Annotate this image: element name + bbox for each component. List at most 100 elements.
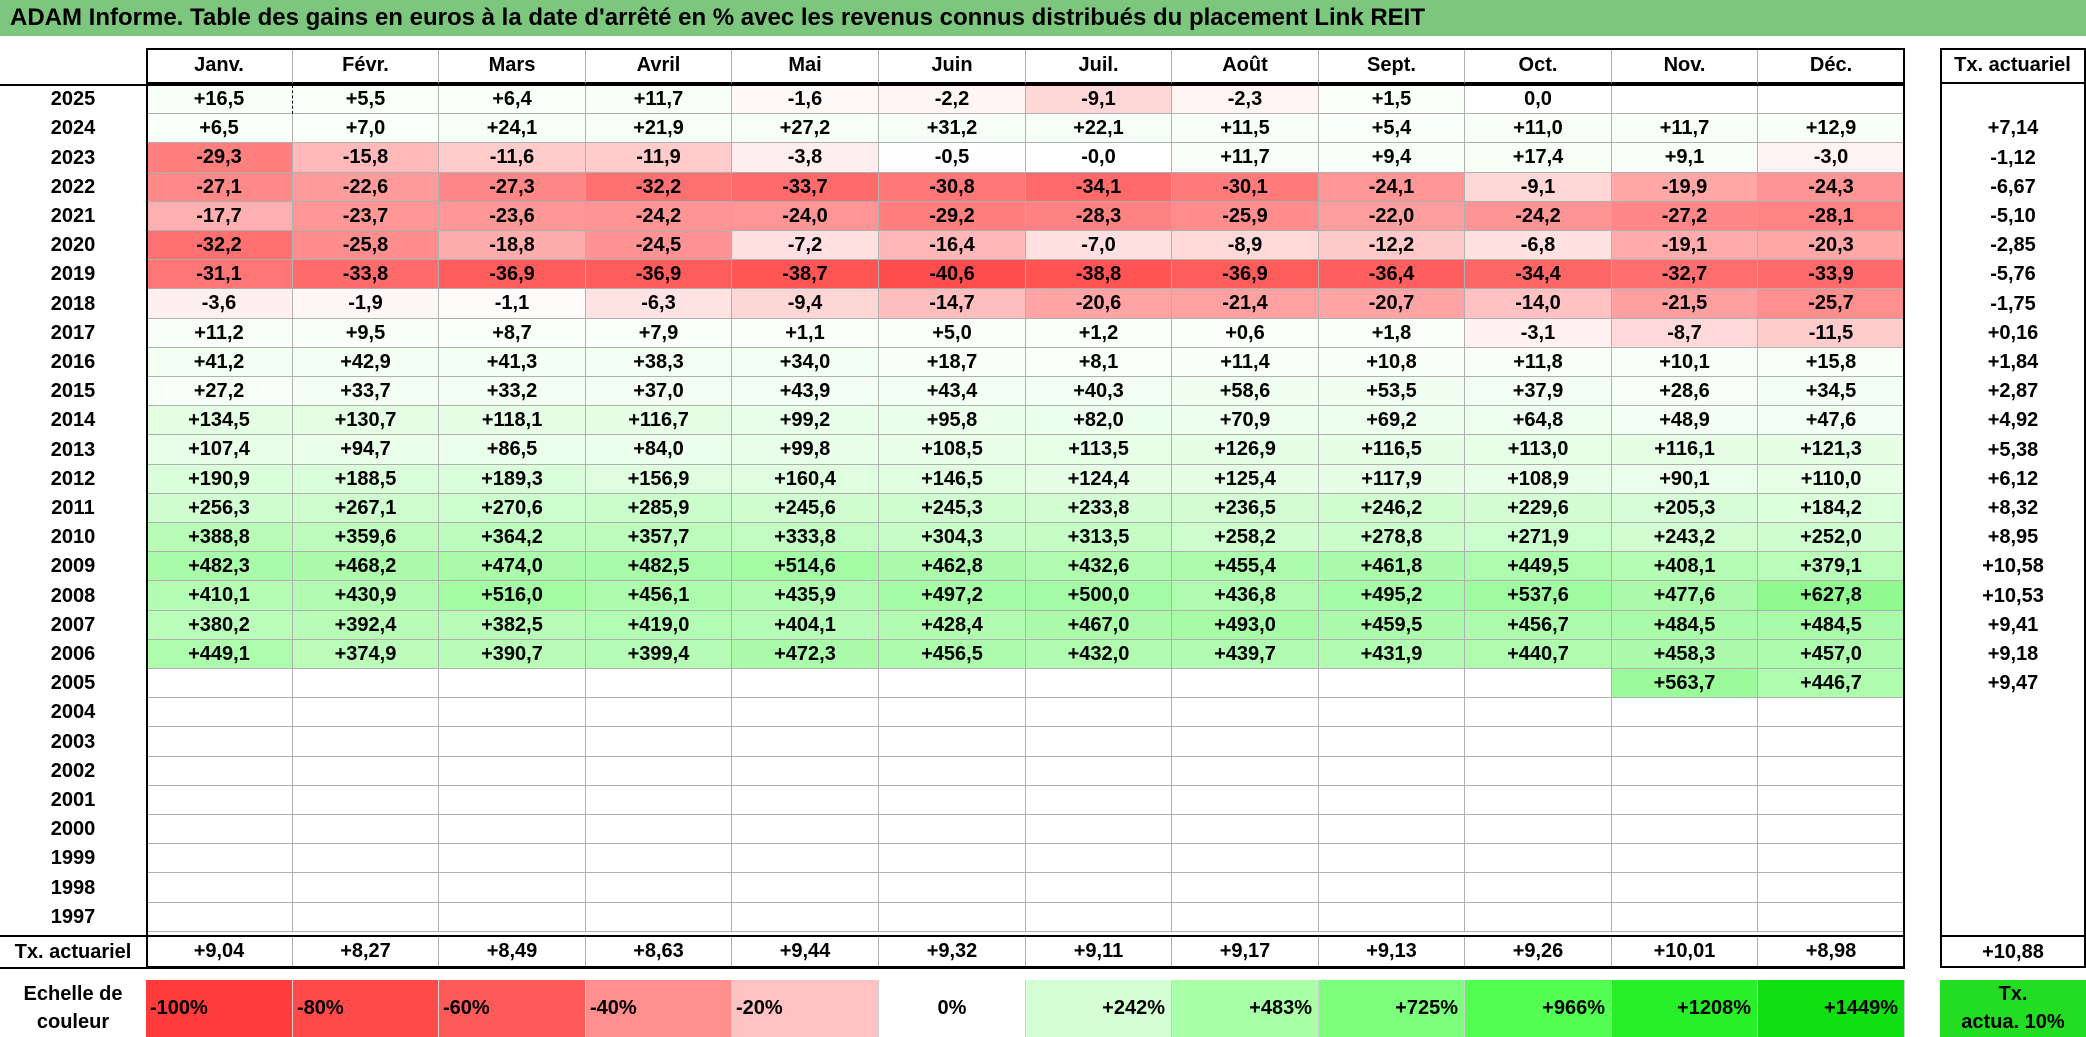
heatmap-cell: -32,2 [586,173,732,202]
heatmap-cell [1465,757,1612,786]
heatmap-cell: -33,8 [293,260,439,289]
heatmap-cell: +461,8 [1319,552,1465,581]
tx-actuariel-value: +10,53 [1982,584,2044,607]
heatmap-cell [293,903,439,932]
heatmap-cell: +34,5 [1758,377,1905,406]
heatmap-cell: +1,1 [732,319,879,348]
heatmap-cell: -1,9 [293,289,439,319]
heatmap-cell [1319,873,1465,903]
color-scale-swatch: +725% [1319,980,1465,1037]
heatmap-cell: +271,9 [1465,523,1612,552]
year-label: 1998 [50,876,96,899]
heatmap-cell: -14,0 [1465,289,1612,319]
color-scale-swatch: -80% [293,980,439,1037]
heatmap-cell: +117,9 [1319,465,1465,494]
heatmap-cell: +430,9 [293,581,439,611]
footer-label: Tx. actuariel [14,940,132,963]
heatmap-cell: +126,9 [1172,435,1319,465]
heatmap-cell [1465,844,1612,873]
heatmap-cell: -1,1 [439,289,586,319]
heatmap-cell: +18,7 [879,348,1026,377]
heatmap-cell [1172,786,1319,815]
heatmap-cell [1758,844,1905,873]
heatmap-cell: -11,9 [586,143,732,173]
year-label: 2005 [50,672,96,694]
heatmap-cell [146,727,293,757]
heatmap-cell: +472,3 [732,640,879,669]
heatmap-cell: +236,5 [1172,494,1319,523]
heatmap-cell: -8,7 [1612,319,1758,348]
heatmap-cell: +95,8 [879,406,1026,435]
year-label: 2007 [50,614,96,636]
heatmap-cell: +495,2 [1319,581,1465,611]
heatmap-cell [1465,903,1612,932]
heatmap-cell [1319,727,1465,757]
heatmap-cell [146,669,293,698]
heatmap-cell [586,757,732,786]
heatmap-cell: +47,6 [1758,406,1905,435]
tx-actuariel-value: +6,12 [1987,468,2039,490]
tx-scale-swatch: Tx. actua. 10% [1940,980,2086,1037]
tx-actuariel-value: +8,32 [1987,497,2039,519]
footer-cell: +8,49 [439,936,586,968]
heatmap-cell: -25,9 [1172,202,1319,231]
heatmap-cell [293,844,439,873]
heatmap-cell: +304,3 [879,523,1026,552]
heatmap-cell: -2,2 [879,85,1026,114]
heatmap-cell [1026,757,1172,786]
footer-cell: +9,13 [1319,936,1465,968]
heatmap-cell [1612,727,1758,757]
heatmap-cell [1758,85,1905,114]
footer-cell: +9,26 [1465,936,1612,968]
heatmap-cell: +37,9 [1465,377,1612,406]
heatmap-cell: +107,4 [146,435,293,465]
heatmap-cell: -20,3 [1758,231,1905,260]
heatmap-cell: -1,6 [732,85,879,114]
year-label: 2022 [50,176,96,198]
year-label: 2013 [50,438,96,461]
footer-cell: +9,17 [1172,936,1319,968]
month-header: Juin [879,48,1026,84]
heatmap-cell: +31,2 [879,114,1026,143]
heatmap-cell [146,903,293,932]
heatmap-cell: -9,4 [732,289,879,319]
heatmap-cell: +7,9 [586,319,732,348]
heatmap-cell: +440,7 [1465,640,1612,669]
heatmap-cell [1758,873,1905,903]
heatmap-cell: -11,5 [1758,319,1905,348]
heatmap-cell [1172,873,1319,903]
heatmap-cell: +243,2 [1612,523,1758,552]
footer-cell: +8,98 [1758,936,1905,968]
heatmap-cell: +468,2 [293,552,439,581]
heatmap-cell: +1,8 [1319,319,1465,348]
heatmap-cell: -23,6 [439,202,586,231]
heatmap-cell: -9,1 [1465,173,1612,202]
heatmap-cell [1612,786,1758,815]
heatmap-cell: -34,4 [1465,260,1612,289]
heatmap-cell: +516,0 [439,581,586,611]
heatmap-cell: 0,0 [1465,85,1612,114]
heatmap-cell: +86,5 [439,435,586,465]
heatmap-cell: +455,4 [1172,552,1319,581]
heatmap-cell: +493,0 [1172,611,1319,640]
heatmap-cell: -31,1 [146,260,293,289]
heatmap-cell [586,873,732,903]
year-label: 2004 [50,701,96,723]
heatmap-cell: +458,3 [1612,640,1758,669]
heatmap-cell: +449,5 [1465,552,1612,581]
tx-actuariel-value: -1,75 [1990,292,2036,315]
tx-actuariel-value: +4,92 [1987,409,2039,431]
tx-header: Tx. actuariel [1940,48,2086,84]
heatmap-cell [1758,757,1905,786]
tx-actuariel-value [1940,786,2086,815]
heatmap-cell: +24,1 [439,114,586,143]
heatmap-cell: -21,5 [1612,289,1758,319]
heatmap-cell: +435,9 [732,581,879,611]
heatmap-cell: +8,1 [1026,348,1172,377]
color-scale-swatch: -100% [146,980,293,1037]
heatmap-cell: +419,0 [586,611,732,640]
heatmap-cell: +124,4 [1026,465,1172,494]
tx-scale-label-line2: actua. 10% [1961,1011,2065,1033]
heatmap-cell: -24,2 [586,202,732,231]
footer-cell: +10,01 [1612,936,1758,968]
